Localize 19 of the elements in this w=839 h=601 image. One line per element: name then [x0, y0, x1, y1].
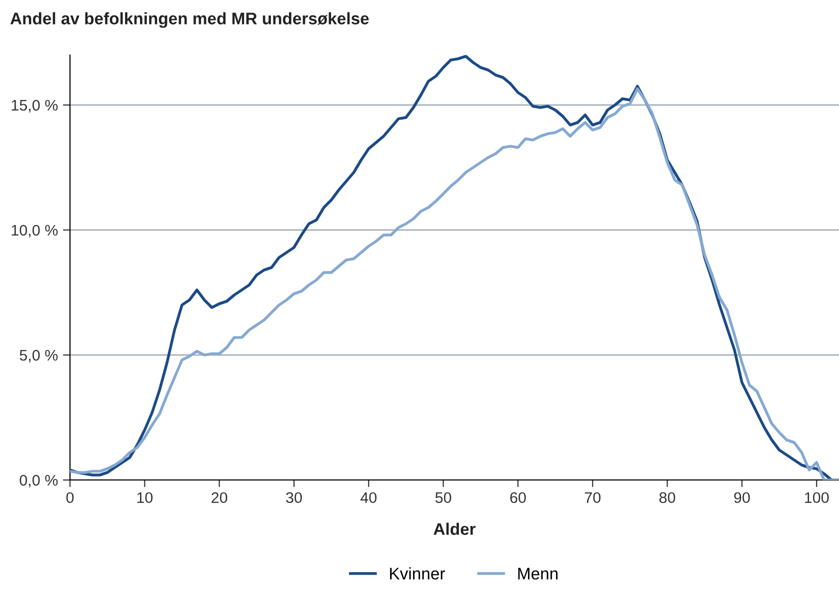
legend-label: Kvinner — [390, 567, 445, 580]
x-tick-label: 40 — [360, 492, 377, 504]
y-tick-label: 0,0 % — [20, 474, 58, 488]
x-tick-label: 80 — [659, 492, 676, 504]
x-tick-label: 0 — [66, 492, 74, 504]
x-axis-title: Alder — [434, 522, 476, 535]
chart-title: Andel av befolkningen med MR undersøkelse — [10, 12, 369, 28]
x-tick-label: 30 — [286, 492, 302, 504]
y-tick-label: 15,0 % — [12, 100, 58, 112]
y-tick-label: 5,0 % — [20, 350, 58, 362]
x-tick-label: 90 — [734, 492, 750, 504]
x-tick-label: 10 — [137, 492, 153, 504]
x-tick-label: 50 — [435, 492, 452, 504]
x-tick-label: 20 — [212, 492, 228, 504]
y-tick-label: 10,0 % — [12, 224, 58, 238]
x-tick-label: 70 — [584, 492, 601, 504]
x-tick-label: 60 — [510, 492, 526, 504]
x-tick-label: 100 — [805, 492, 829, 504]
legend-label: Menn — [518, 568, 558, 580]
